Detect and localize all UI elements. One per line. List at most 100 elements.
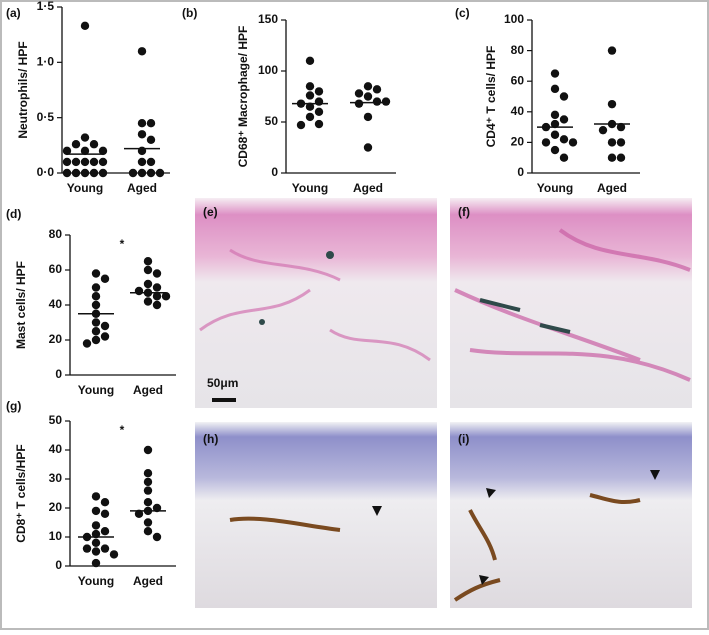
data-point <box>80 21 90 31</box>
y-tick-label: 1·5 <box>37 0 55 13</box>
data-point <box>616 122 626 132</box>
y-tick-label: 80 <box>49 227 63 241</box>
data-point <box>146 168 156 178</box>
data-point <box>62 146 72 156</box>
data-point <box>62 157 72 167</box>
significance: * <box>120 423 125 437</box>
data-point <box>305 112 315 122</box>
data-point <box>314 107 324 117</box>
data-point <box>91 506 101 516</box>
data-point <box>616 138 626 147</box>
data-point <box>71 157 81 167</box>
data-point <box>137 130 147 139</box>
data-point <box>80 133 90 142</box>
data-point <box>100 332 110 341</box>
y-tick-label: 0·0 <box>37 165 55 179</box>
data-point <box>146 119 156 128</box>
data-point <box>137 157 147 167</box>
data-point <box>100 509 110 518</box>
data-point <box>550 145 560 155</box>
histology-h <box>195 422 437 608</box>
data-point <box>89 168 99 178</box>
data-point <box>305 82 315 91</box>
data-point <box>91 558 101 568</box>
y-axis-label: CD8⁺ T cells/HPF <box>14 444 28 542</box>
data-point <box>550 130 560 139</box>
data-point <box>143 518 153 527</box>
y-axis-label: Neutrophils/ HPF <box>16 41 30 138</box>
data-point <box>161 292 171 301</box>
panel-label: (g) <box>6 399 21 413</box>
data-point <box>314 119 324 129</box>
data-point <box>109 550 119 559</box>
data-point <box>559 115 569 124</box>
data-point <box>305 102 315 111</box>
data-point <box>550 119 560 129</box>
data-point <box>354 99 364 108</box>
data-point <box>91 269 101 278</box>
data-point <box>152 283 162 292</box>
data-point <box>89 140 99 149</box>
x-tick-label: Young <box>292 181 328 195</box>
data-point <box>89 157 99 167</box>
y-tick-label: 60 <box>511 73 525 87</box>
data-point <box>82 544 92 553</box>
data-point <box>134 286 144 296</box>
data-point <box>143 469 153 478</box>
data-point <box>71 140 81 149</box>
data-point <box>91 283 101 292</box>
y-axis-label: CD4⁺ T cells/ HPF <box>484 46 498 148</box>
data-point <box>607 99 617 109</box>
data-point <box>143 265 153 275</box>
y-axis-label: Mast cells/ HPF <box>14 261 28 349</box>
data-point <box>152 269 162 278</box>
data-point <box>100 544 110 553</box>
y-tick-label: 0·5 <box>37 110 55 124</box>
data-point <box>296 120 306 130</box>
data-point <box>71 168 81 178</box>
data-point <box>568 138 578 147</box>
data-point <box>82 339 92 348</box>
data-point <box>152 292 162 301</box>
data-point <box>314 87 324 96</box>
data-point <box>354 89 364 98</box>
data-point <box>607 138 617 147</box>
y-tick-label: 20 <box>511 135 525 149</box>
panel-label: (i) <box>458 432 469 446</box>
data-point <box>541 138 551 147</box>
panel-label: (c) <box>455 6 470 20</box>
data-point <box>98 168 108 178</box>
y-tick-label: 0 <box>55 558 62 572</box>
data-point <box>137 119 147 128</box>
data-point <box>91 547 101 556</box>
data-point <box>100 498 110 507</box>
data-point <box>550 110 560 120</box>
histology-e <box>195 198 437 408</box>
y-tick-label: 60 <box>49 262 63 276</box>
panel-label: (f) <box>458 205 470 219</box>
data-point <box>607 46 617 55</box>
data-point <box>137 168 147 178</box>
y-tick-label: 80 <box>511 43 525 57</box>
panel-label: (h) <box>203 432 218 446</box>
y-axis-label: CD68⁺ Macrophage/ HPF <box>236 26 250 168</box>
y-tick-label: 50 <box>265 114 279 128</box>
data-point <box>559 92 569 101</box>
data-point <box>305 91 315 100</box>
data-point <box>143 297 153 306</box>
y-tick-label: 1·0 <box>37 55 55 69</box>
data-point <box>91 300 101 310</box>
y-tick-label: 100 <box>504 12 524 26</box>
x-tick-label: Aged <box>133 574 163 588</box>
data-point <box>146 157 156 167</box>
data-point <box>98 157 108 167</box>
data-point <box>91 292 101 301</box>
data-point <box>134 509 144 518</box>
scale-bar-label: 50μm <box>207 376 238 390</box>
y-tick-label: 150 <box>258 12 278 26</box>
significance: * <box>120 237 125 251</box>
data-point <box>143 486 153 495</box>
data-point <box>128 168 138 178</box>
data-point <box>137 47 147 56</box>
data-point <box>598 125 608 135</box>
